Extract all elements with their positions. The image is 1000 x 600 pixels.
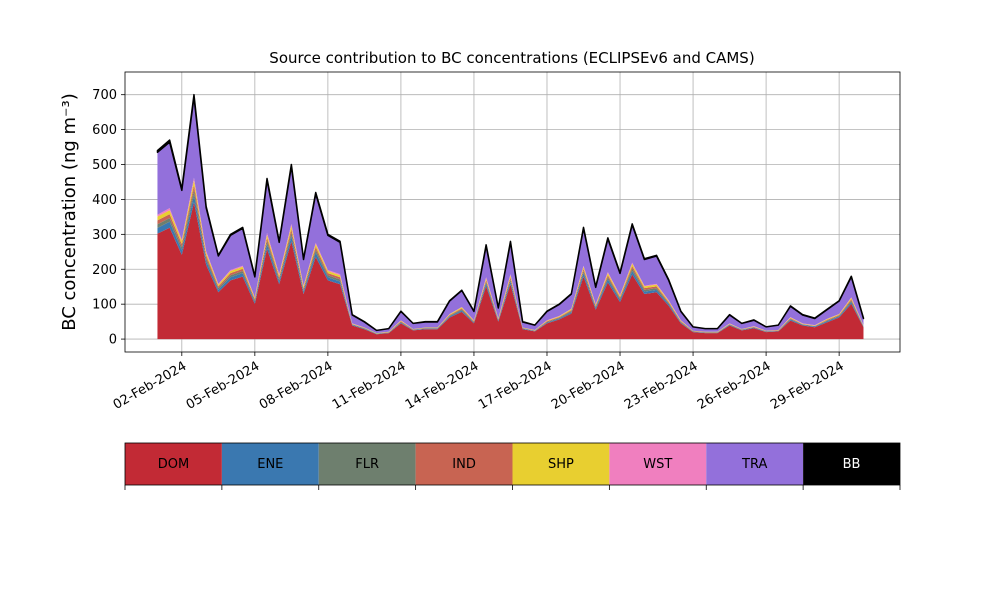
y-tick-label: 400 [92,193,117,208]
x-tick-label: 29-Feb-2024 [768,359,847,413]
x-tick-label: 05-Feb-2024 [184,359,263,413]
x-tick-label: 17-Feb-2024 [476,359,555,413]
y-tick-label: 600 [92,123,117,138]
y-tick-label: 200 [92,263,117,278]
legend-swatch [125,443,222,485]
legend-swatch [221,443,319,485]
legend-label: DOM [158,457,189,472]
y-axis-label: BC concentration (ng m⁻³) [59,93,80,331]
legend-label: SHP [548,457,574,472]
legend-label: WST [643,457,672,472]
legend-swatch [609,443,707,485]
y-tick-label: 700 [92,88,117,103]
x-tick-label: 08-Feb-2024 [257,359,336,413]
legend-label: ENE [257,457,283,472]
x-tick-label: 11-Feb-2024 [330,359,409,413]
legend-swatch [318,443,416,485]
legend-swatch [512,443,610,485]
legend-label: IND [452,457,476,472]
y-tick-label: 500 [92,158,117,173]
area [157,97,864,334]
legend-label: TRA [741,457,767,472]
chart-title: Source contribution to BC concentrations… [269,49,754,67]
x-tick-label: 14-Feb-2024 [403,359,482,413]
plot-frame [124,71,901,353]
area [156,93,865,332]
y-tick-label: 0 [109,333,117,348]
y-tick-label: 300 [92,228,117,243]
legend-label: FLR [355,457,379,472]
legend-swatch [803,443,900,485]
legend-swatch [706,443,804,485]
legend-label: BB [843,457,861,472]
x-tick-label: 23-Feb-2024 [622,359,701,413]
legend-swatch [415,443,513,485]
x-tick-label: 20-Feb-2024 [549,359,628,413]
y-tick-label: 100 [92,298,117,313]
x-tick-label: 26-Feb-2024 [695,359,774,413]
area [157,202,864,340]
x-tick-label: 02-Feb-2024 [111,359,190,413]
